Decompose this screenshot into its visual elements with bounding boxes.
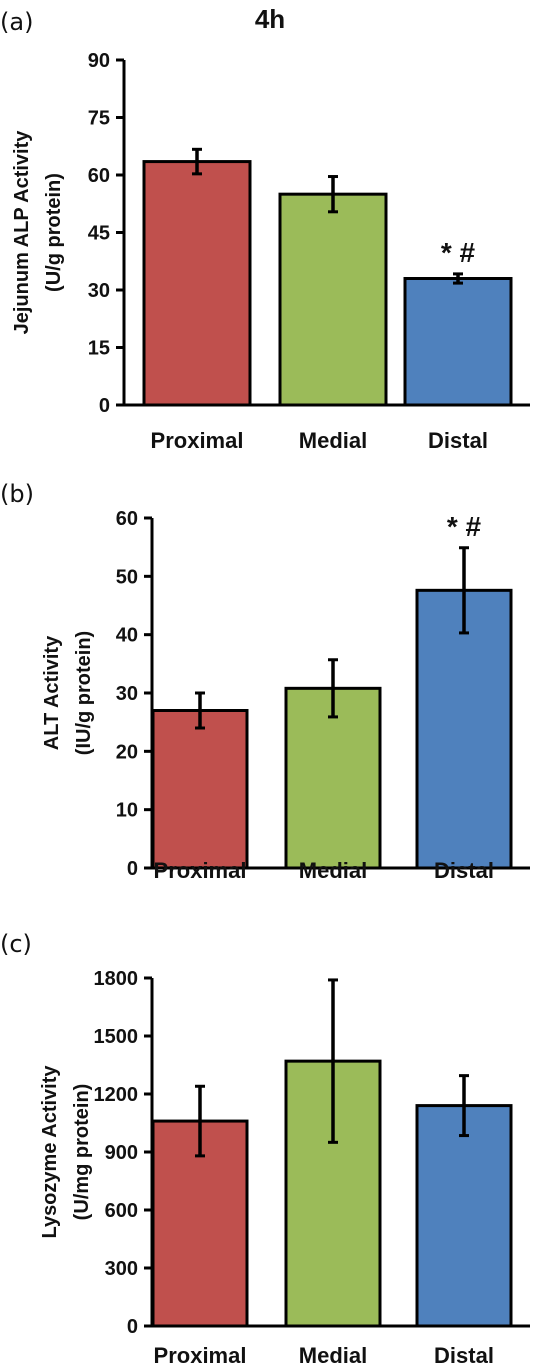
y-tick-label: 30 bbox=[88, 280, 110, 302]
x-tick-label: Medial bbox=[299, 428, 367, 453]
bar-proximal bbox=[151, 709, 249, 870]
y-tick-label: 1500 bbox=[94, 1026, 139, 1048]
x-tick-label: Distal bbox=[434, 1343, 494, 1368]
chart-title: 4h bbox=[255, 4, 285, 34]
error-bar-medial bbox=[328, 658, 338, 719]
error-bar-distal bbox=[453, 272, 463, 285]
y-tick-label: 0 bbox=[127, 858, 138, 880]
y-tick-label: 0 bbox=[127, 1316, 138, 1338]
bar-distal bbox=[403, 277, 513, 407]
bar-medial bbox=[284, 1059, 382, 1328]
error-bar-distal bbox=[459, 546, 469, 635]
y-tick-label: 60 bbox=[116, 508, 138, 530]
error-bar-medial bbox=[328, 978, 338, 1144]
y-tick-label: 40 bbox=[116, 625, 138, 647]
error-bar-distal bbox=[459, 1074, 469, 1138]
y-tick-label: 60 bbox=[88, 165, 110, 187]
panel-letter: (c) bbox=[0, 930, 32, 958]
significance-annotation: * # bbox=[441, 237, 476, 268]
y-tick-label: 1200 bbox=[94, 1084, 139, 1106]
x-tick-label: Proximal bbox=[154, 1343, 247, 1368]
error-bar-medial bbox=[328, 175, 338, 214]
x-tick-label: Medial bbox=[299, 858, 367, 883]
y-tick-label: 75 bbox=[88, 108, 110, 130]
y-axis-label: Lysozyme Activity bbox=[39, 1065, 61, 1239]
y-tick-label: 300 bbox=[105, 1258, 138, 1280]
y-tick-label: 15 bbox=[88, 338, 110, 360]
bar-medial bbox=[278, 192, 388, 407]
y-tick-label: 1800 bbox=[94, 968, 139, 990]
error-bar-proximal bbox=[195, 1084, 205, 1158]
y-tick-label: 20 bbox=[116, 741, 138, 763]
y-axis-label-unit: (U/mg protein) bbox=[71, 1084, 93, 1221]
y-tick-label: 50 bbox=[116, 566, 138, 588]
x-tick-label: Distal bbox=[428, 428, 488, 453]
panel-c: (c) Lysozyme Activity (U/mg protein) 0 300 60… bbox=[0, 930, 530, 1368]
y-tick-label: 30 bbox=[116, 683, 138, 705]
y-tick-label: 900 bbox=[105, 1142, 138, 1164]
y-tick-label: 0 bbox=[99, 395, 110, 417]
error-bar-proximal bbox=[192, 147, 202, 176]
panel-a: (a) 4h Jejunum ALP Activity (U/g protein) 0 1… bbox=[0, 4, 530, 453]
y-tick-label: 600 bbox=[105, 1200, 138, 1222]
panel-letter: (a) bbox=[0, 8, 33, 36]
panel-b: (b) ALT Activity (IU/g protein) 0 10 20 30 40 50… bbox=[0, 480, 530, 883]
x-tick-label: Medial bbox=[299, 1343, 367, 1368]
y-tick-label: 90 bbox=[88, 50, 110, 72]
y-axis-label-unit: (U/g protein) bbox=[43, 173, 65, 292]
y-axis-label: Jejunum ALP Activity bbox=[11, 130, 33, 335]
significance-annotation: * # bbox=[447, 511, 482, 542]
panel-letter: (b) bbox=[0, 480, 34, 508]
bar-proximal bbox=[142, 160, 252, 407]
x-tick-label: Proximal bbox=[154, 858, 247, 883]
x-tick-label: Distal bbox=[434, 858, 494, 883]
bar-distal bbox=[415, 1104, 513, 1328]
y-tick-label: 45 bbox=[88, 223, 110, 245]
x-tick-label: Proximal bbox=[151, 428, 244, 453]
y-axis-label-unit: (IU/g protein) bbox=[73, 631, 95, 755]
y-axis-label: ALT Activity bbox=[41, 635, 63, 750]
y-tick-label: 10 bbox=[116, 800, 138, 822]
error-bar-proximal bbox=[195, 691, 205, 730]
